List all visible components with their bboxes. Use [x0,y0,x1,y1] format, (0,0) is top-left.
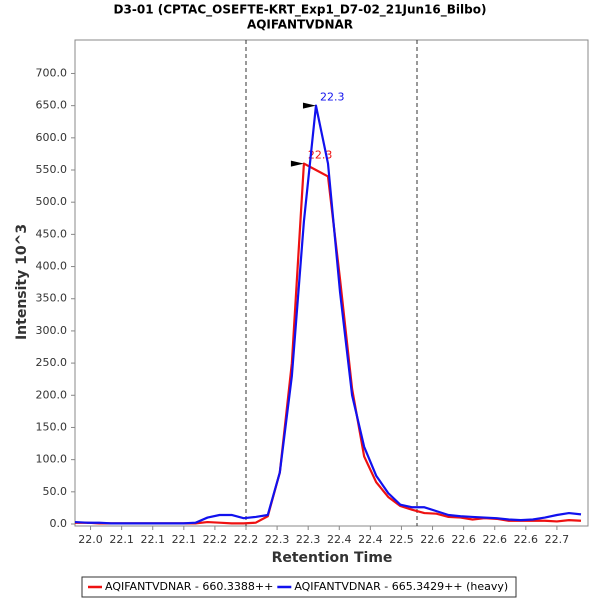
x-tick-label: 22.2 [234,533,259,546]
y-tick-label: 450.0 [36,227,68,240]
y-tick-label: 250.0 [36,356,68,369]
y-tick-label: 500.0 [36,195,68,208]
x-tick-label: 22.4 [327,533,352,546]
peak-marker [302,102,316,109]
x-tick-label: 22.6 [420,533,445,546]
y-tick-label: 700.0 [36,66,68,79]
x-tick-label: 22.7 [545,533,570,546]
chart-title: D3-01 (CPTAC_OSEFTE-KRT_Exp1_D7-02_21Jun… [114,3,487,18]
y-tick-label: 650.0 [36,99,68,112]
x-tick-label: 22.2 [203,533,228,546]
y-tick-label: 300.0 [36,324,68,337]
legend-label: AQIFANTVDNAR - 660.3388++ [105,580,273,593]
y-tick-label: 200.0 [36,388,68,401]
y-tick-label: 350.0 [36,292,68,305]
x-tick-label: 22.3 [265,533,290,546]
legend-label: AQIFANTVDNAR - 665.3429++ (heavy) [294,580,508,593]
y-tick-label: 600.0 [36,131,68,144]
peak-label: 22.3 [320,91,345,104]
x-tick-label: 22.6 [514,533,539,546]
x-tick-label: 22.3 [296,533,321,546]
chart-subtitle: AQIFANTVDNAR [247,18,353,32]
y-tick-label: 550.0 [36,163,68,176]
x-axis-label: Retention Time [272,550,393,566]
y-tick-label: 150.0 [36,420,68,433]
x-tick-label: 22.1 [140,533,165,546]
x-tick-label: 22.0 [78,533,103,546]
y-tick-label: 0.0 [50,517,68,530]
x-tick-label: 22.4 [358,533,383,546]
plot-frame [74,39,589,527]
series-line [74,104,582,525]
y-tick-label: 50.0 [43,485,68,498]
x-tick-label: 22.6 [451,533,476,546]
y-axis-label: Intensity 10^3 [14,224,30,340]
x-tick-label: 22.1 [109,533,134,546]
x-tick-label: 22.5 [389,533,414,546]
legend-box [81,576,517,598]
y-tick-label: 100.0 [36,453,68,466]
peak-marker [290,160,304,167]
x-tick-label: 22.1 [172,533,197,546]
x-tick-label: 22.6 [482,533,507,546]
y-tick-label: 400.0 [36,260,68,273]
